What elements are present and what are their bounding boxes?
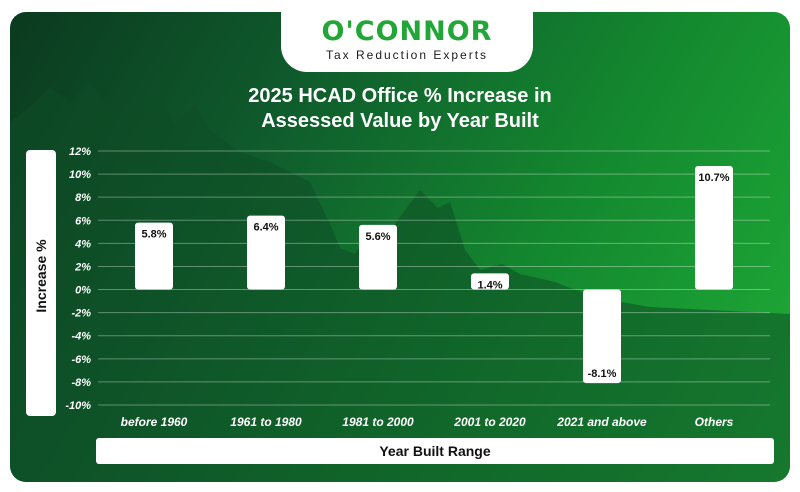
bar — [471, 273, 509, 290]
grid-lines — [98, 150, 770, 406]
chart-title-line-2: Assessed Value by Year Built — [261, 110, 539, 132]
x-category-label: 2001 to 2020 — [453, 415, 526, 429]
x-category-labels: before 1960 1961 to 1980 1981 to 2000 2001 … — [121, 415, 734, 429]
y-tick-label: 4% — [74, 238, 91, 250]
chart-title: 2025 HCAD Office % Increase in Assessed … — [10, 84, 790, 134]
bars — [135, 166, 733, 384]
data-label: 6.4% — [253, 222, 278, 234]
bar-chart-plot: 12% 10% 8% 6% 4% 2% 0% -2% -4% -6% -8% -10% 5.8% 6.4… — [65, 146, 770, 429]
data-label: 5.6% — [365, 231, 390, 243]
y-tick-label: 10% — [69, 169, 91, 181]
y-tick-label: 6% — [75, 215, 91, 227]
data-label: 1.4% — [477, 279, 502, 291]
x-category-label: 1961 to 1980 — [230, 415, 302, 429]
y-tick-label: 8% — [75, 192, 91, 204]
y-tick-label: 12% — [69, 146, 91, 158]
logo-wordmark: O'CONNOR — [321, 16, 493, 47]
y-tick-labels: 12% 10% 8% 6% 4% 2% 0% -2% -4% -6% -8% -10% — [65, 146, 91, 412]
x-category-label: 1981 to 2000 — [342, 415, 414, 429]
bar — [695, 166, 733, 290]
x-category-label: 2021 and above — [556, 415, 647, 429]
y-tick-label: -4% — [71, 331, 91, 343]
data-label: 10.7% — [698, 172, 729, 184]
y-axis-label-box: Increase % — [26, 150, 56, 416]
data-label: -8.1% — [588, 368, 617, 380]
y-tick-label: -2% — [71, 308, 91, 320]
data-labels: 5.8% 6.4% 5.6% 1.4% -8.1% 10.7% — [141, 172, 729, 380]
y-tick-label: -10% — [65, 400, 91, 412]
y-tick-label: 2% — [74, 261, 91, 273]
bar — [583, 289, 621, 384]
x-axis-label: Year Built Range — [96, 438, 774, 464]
chart-title-line-1: 2025 HCAD Office % Increase in — [248, 85, 552, 107]
x-category-label: Others — [695, 415, 734, 429]
chart-card: O'CONNOR Tax Reduction Experts 2025 HCAD… — [10, 12, 790, 482]
brand-logo: O'CONNOR Tax Reduction Experts — [281, 12, 533, 72]
bar — [247, 215, 285, 290]
bar — [359, 224, 397, 290]
x-category-label: before 1960 — [121, 415, 188, 429]
y-tick-label: 0% — [75, 285, 91, 297]
data-label: 5.8% — [141, 229, 166, 241]
logo-tagline: Tax Reduction Experts — [325, 48, 489, 62]
y-tick-label: -6% — [71, 354, 91, 366]
bar — [135, 222, 173, 290]
y-tick-label: -8% — [71, 377, 91, 389]
